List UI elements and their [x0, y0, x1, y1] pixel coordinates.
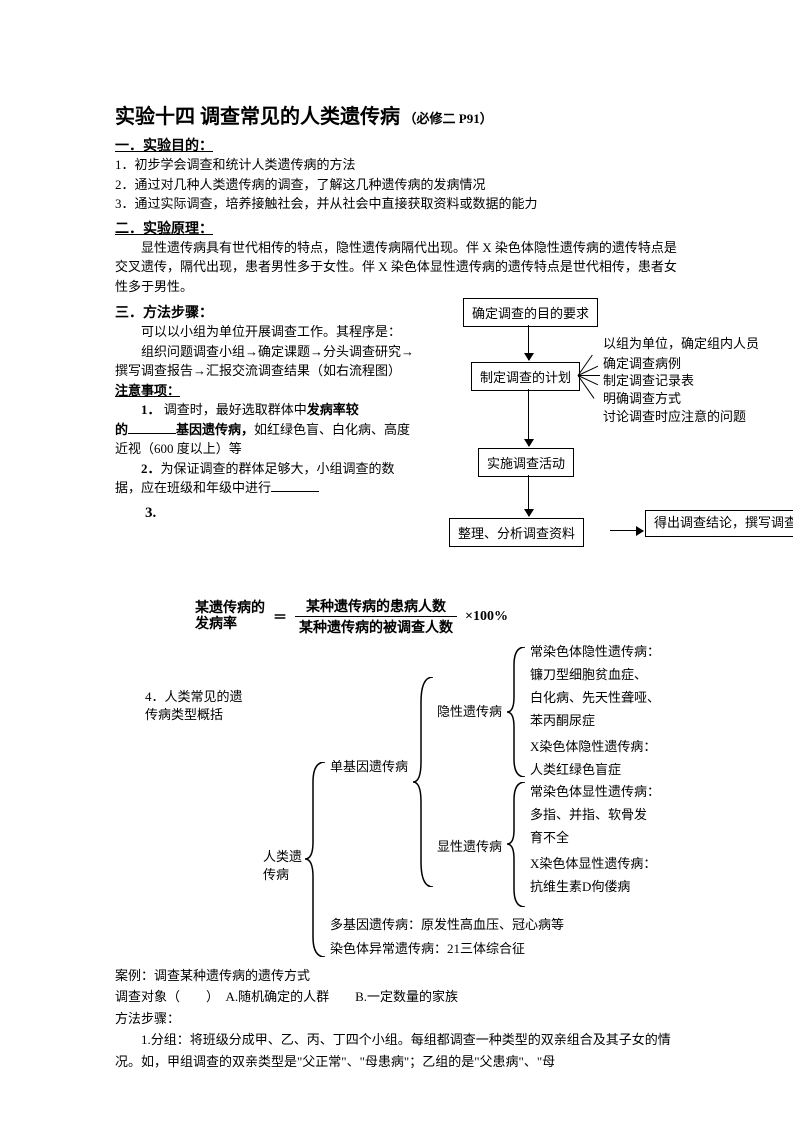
sec1-item-3: 3．通过实际调查，培养接触社会，并从社会中直接获取资料或数据的能力 [115, 194, 678, 214]
note1-b: 调查时，最好选取群体中 [164, 402, 307, 417]
notes-heading: 注意事项： [115, 381, 415, 401]
r1: 常染色体隐性遗传病： [530, 642, 660, 663]
title-main: 实验十四 调查常见的人类遗传病 [115, 106, 400, 128]
l2a: 隐性遗传病 [437, 702, 502, 723]
sec3-p2: 组织问题调查小组→确定课题→分头调查研究→撰写调查报告→汇报交流调查结果（如右流… [115, 342, 415, 381]
note-3: 3. [115, 502, 415, 525]
formula: 某遗传病的 发病率 ＝ 某种遗传病的患病人数 某种遗传病的被调查人数 ×100% [195, 596, 678, 637]
sec3-p1: 可以以小组为单位开展调查工作。其程序是： [115, 322, 415, 342]
l1a: 单基因遗传病 [330, 757, 408, 778]
case-l1: 案例：调查某种遗传病的遗传方式 [115, 965, 678, 986]
sec4-label2: 传病类型概括 [145, 705, 223, 726]
note-1: 1． 调查时，最好选取群体中发病率较 [115, 400, 415, 420]
arrow-4-5 [610, 530, 643, 531]
formula-eq: ＝ [273, 607, 287, 627]
blank-2 [271, 478, 319, 492]
page-root: 实验十四 调查常见的人类遗传病 （必修二 P91） 一．实验目的： 1．初步学会… [0, 0, 793, 1132]
r4b: 抗维生素D佝偻病 [530, 877, 630, 898]
r1b: 镰刀型细胞贫血症、 [530, 665, 647, 686]
case-l3: 方法步骤： [115, 1008, 678, 1029]
tree-root2: 传病 [263, 865, 289, 886]
two-column-region: 三．方法步骤： 可以以小组为单位开展调查工作。其程序是： 组织问题调查小组→确定… [115, 298, 678, 588]
flow-box-4: 整理、分析调查资料 [449, 518, 584, 547]
title-sub: （必修二 P91） [404, 111, 493, 126]
left-column: 三．方法步骤： 可以以小组为单位开展调查工作。其程序是： 组织问题调查小组→确定… [115, 298, 415, 588]
flow-box-2: 制定调查的计划 [471, 362, 580, 391]
r2b: 人类红绿色盲症 [530, 760, 621, 781]
l2b: 显性遗传病 [437, 837, 502, 858]
l1b: 多基因遗传病：原发性高血压、冠心病等 [330, 915, 564, 936]
annot-3: 制定调查记录表 [603, 370, 694, 389]
case-section: 案例：调查某种遗传病的遗传方式 调查对象（ ） A.随机确定的人群 B.一定数量… [115, 965, 678, 1072]
formula-left1: 某遗传病的 [195, 601, 265, 616]
formula-tail: ×100% [465, 609, 508, 625]
note1-c: 发病率较 [307, 402, 359, 417]
formula-frac: 某种遗传病的患病人数 某种遗传病的被调查人数 [295, 596, 457, 637]
arrow-3-4 [528, 475, 529, 516]
flowchart: 确定调查的目的要求 制定调查的计划 实施调查活动 整理、分析调查资料 得出调查结… [423, 298, 783, 588]
title-line: 实验十四 调查常见的人类遗传病 （必修二 P91） [115, 100, 678, 129]
note1-num: 1． [141, 402, 161, 417]
formula-num: 某种遗传病的患病人数 [302, 596, 450, 616]
note1-e: 基因遗传病， [176, 422, 254, 437]
r1d: 苯丙酮尿症 [530, 711, 595, 732]
flow-box-1: 确定调查的目的要求 [463, 298, 598, 327]
note-1-line2: 的基因遗传病，如红绿色盲、白化病、高度近视（600 度以上）等 [115, 420, 415, 459]
note-2: 2．为保证调查的群体足够大，小组调查的数据，应在班级和年级中进行 [115, 459, 415, 498]
sec1-item-2: 2．通过对几种人类遗传病的调查，了解这几种遗传病的发病情况 [115, 175, 678, 195]
annot-4: 明确调查方式 [603, 388, 681, 407]
formula-den: 某种遗传病的被调查人数 [295, 616, 457, 637]
sec1-heading: 一．实验目的： [115, 135, 678, 155]
formula-left2: 发病率 [195, 617, 237, 632]
tree-diagram: 4．人类常见的遗 传病类型概括 人类遗 传病 单基因遗传病 多基因遗传病：原发性… [115, 647, 678, 957]
sec2-body: 显性遗传病具有世代相传的特点，隐性遗传病隔代出现。伴 X 染色体隐性遗传病的遗传… [115, 238, 678, 297]
l1c: 染色体异常遗传病：21三体综合征 [330, 939, 525, 960]
arrow-2-3 [528, 389, 529, 446]
sec1-item-1: 1．初步学会调查和统计人类遗传病的方法 [115, 155, 678, 175]
right-column: 确定调查的目的要求 制定调查的计划 实施调查活动 整理、分析调查资料 得出调查结… [423, 298, 783, 588]
r4: X染色体显性遗传病： [530, 854, 656, 875]
case-l4: 1.分组：将班级分成甲、乙、丙、丁四个小组。每组都调查一种类型的双亲组合及其子女… [115, 1029, 678, 1072]
flow-box-3: 实施调查活动 [478, 448, 574, 477]
r3: 常染色体显性遗传病： [530, 782, 660, 803]
sec2-heading: 二．实验原理： [115, 218, 678, 238]
arrow-1-2 [528, 325, 529, 360]
r3c: 育不全 [530, 828, 569, 849]
note2-num: 2． [141, 461, 161, 476]
annot-1: 以组为单位，确定组内人员 [603, 333, 759, 352]
r2: X染色体隐性遗传病： [530, 737, 656, 758]
sec3-heading: 三．方法步骤： [115, 302, 415, 322]
flow-box-5: 得出调查结论，撰写调查报告 [645, 510, 793, 537]
r3b: 多指、并指、软骨发 [530, 805, 647, 826]
note1-d: 的 [115, 422, 128, 437]
annot-5: 讨论调查时应注意的问题 [603, 406, 746, 425]
case-l2: 调查对象（ ） A.随机确定的人群 B.一定数量的家族 [115, 986, 678, 1007]
r1c: 白化病、先天性聋哑、 [530, 688, 660, 709]
blank-1 [128, 420, 176, 434]
